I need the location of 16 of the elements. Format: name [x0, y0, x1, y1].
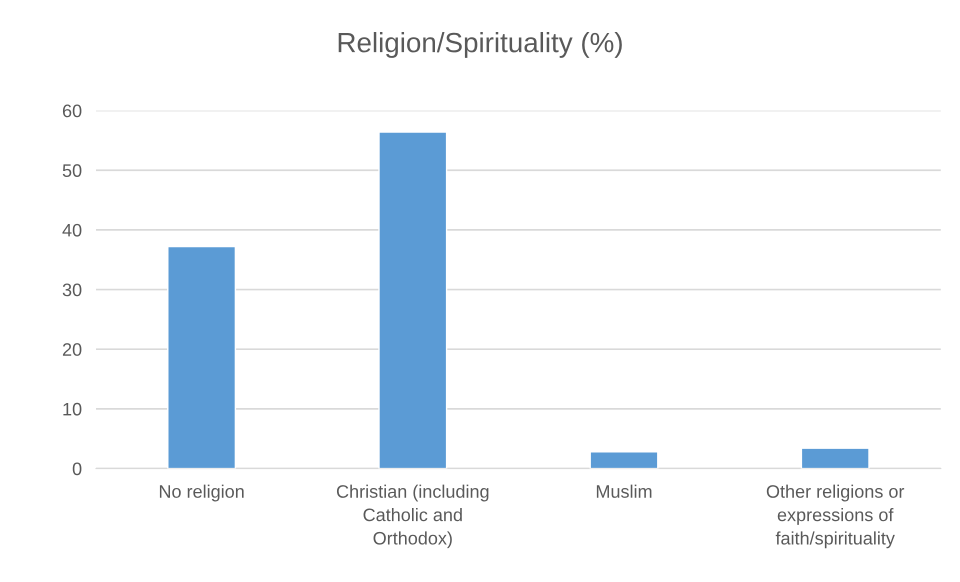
x-tick-label: Other religions or expressions of faith/spirituality	[766, 484, 904, 548]
bar	[800, 448, 870, 469]
y-tick-label: 0	[72, 462, 82, 476]
bar	[378, 131, 448, 469]
y-tick-label: 40	[62, 224, 82, 237]
y-tick-label: 10	[63, 402, 82, 416]
chart-title: Religion/Spirituality (%)	[338, 32, 622, 58]
x-tick-label: Muslim	[596, 484, 652, 498]
bar	[167, 246, 236, 469]
y-tick-label: 50	[62, 164, 82, 177]
y-tick-label: 30	[62, 283, 82, 296]
y-tick-label: 20	[62, 343, 82, 356]
x-tick-label: Christian (including Catholic and Orthodox)	[336, 484, 488, 548]
y-tick-label: 60	[62, 104, 82, 118]
bar	[590, 451, 658, 469]
x-tick-label: No religion	[160, 484, 244, 502]
